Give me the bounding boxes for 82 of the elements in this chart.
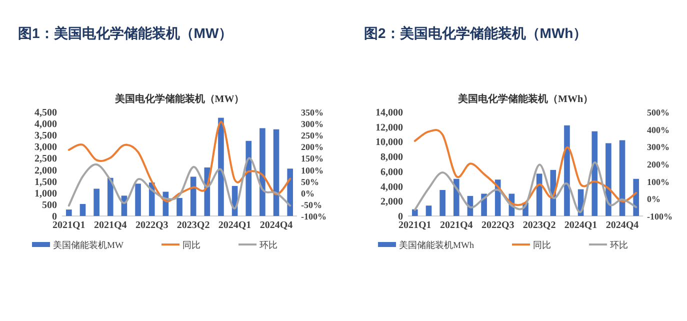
- bar: [273, 129, 280, 216]
- y-tick-label: 6,000: [380, 166, 403, 178]
- y-tick-label: 3,500: [34, 130, 57, 142]
- line-series: [68, 157, 292, 210]
- y2-tick-label: 500%: [647, 108, 670, 118]
- y2-tick-label: 250%: [301, 130, 324, 141]
- y-tick-label: 4,000: [34, 119, 57, 130]
- line-series: [414, 161, 638, 213]
- bar: [135, 184, 141, 216]
- legend-label: 同比: [182, 240, 200, 250]
- y-tick-label: 0: [398, 212, 403, 222]
- x-tick-label: 2024Q4: [606, 220, 639, 231]
- bar: [426, 206, 432, 216]
- y2-tick-label: 300%: [301, 119, 324, 130]
- bar: [218, 118, 224, 216]
- bar: [564, 125, 570, 216]
- y2-tick-label: 100%: [301, 165, 324, 176]
- y2-tick-label: 100%: [647, 176, 670, 187]
- y2-tick-label: 300%: [647, 142, 670, 152]
- bar: [287, 168, 293, 216]
- bar: [176, 198, 182, 216]
- y-tick-label: 1,500: [34, 176, 57, 188]
- bar: [592, 131, 598, 216]
- x-tick-label: 2024Q1: [218, 220, 252, 231]
- y2-tick-label: 400%: [647, 124, 670, 135]
- y2-tick-label: 150%: [301, 154, 324, 164]
- x-tick-label: 2023Q2: [176, 220, 210, 231]
- y-tick-label: 8,000: [380, 152, 403, 164]
- bar: [536, 174, 542, 216]
- y-tick-label: 3,000: [34, 142, 57, 154]
- bar: [107, 178, 114, 216]
- x-tick-label: 2022Q3: [481, 220, 514, 231]
- line-series: [68, 120, 292, 202]
- bar: [440, 190, 446, 216]
- y-tick-label: 1,000: [34, 188, 57, 200]
- y2-tick-label: 50%: [301, 176, 319, 187]
- y-tick-label: 10,000: [376, 137, 403, 148]
- legend-label: 美国储能装机MWh: [399, 240, 474, 250]
- y2-tick-label: -50%: [301, 200, 322, 210]
- y-tick-label: 4,500: [34, 108, 57, 118]
- legend-label: 同比: [533, 240, 551, 250]
- y-tick-label: 0: [52, 212, 57, 222]
- bar: [260, 128, 266, 216]
- x-tick-label: 2021Q1: [52, 220, 86, 231]
- y2-tick-label: 0%: [647, 194, 660, 204]
- y2-tick-label: -100%: [647, 212, 672, 222]
- legend-label: 环比: [610, 240, 628, 250]
- bar: [619, 140, 626, 216]
- y-tick-label: 2,000: [34, 165, 57, 176]
- y2-tick-label: 200%: [301, 142, 324, 152]
- bar: [94, 188, 100, 216]
- y2-tick-label: 200%: [647, 160, 670, 170]
- bar: [246, 140, 252, 216]
- bar: [190, 176, 196, 216]
- legend-label: 美国储能装机MW: [53, 240, 124, 250]
- chart-title: 图1：美国电化学储能装机（MW）: [18, 25, 233, 41]
- bar: [66, 210, 72, 216]
- x-tick-label: 2022Q3: [135, 220, 168, 231]
- chart-subtitle: 美国电化学储能装机（MW）: [114, 93, 244, 105]
- y-tick-label: 500: [42, 200, 57, 211]
- bar: [453, 178, 460, 216]
- x-tick-label: 2021Q4: [440, 220, 473, 231]
- y2-tick-label: 0%: [301, 188, 314, 198]
- x-tick-label: 2024Q1: [564, 220, 598, 231]
- chart-subtitle: 美国电化学储能装机（MWh）: [457, 93, 593, 105]
- y2-tick-label: -100%: [301, 212, 326, 222]
- y2-tick-label: 350%: [301, 108, 324, 118]
- bar: [606, 143, 612, 216]
- bar: [412, 209, 418, 216]
- y-tick-label: 4,000: [380, 182, 403, 193]
- chart-title: 图2：美国电化学储能装机（MWh）: [364, 25, 588, 41]
- x-tick-label: 2021Q1: [398, 220, 432, 231]
- x-tick-label: 2021Q4: [94, 220, 127, 231]
- y-tick-label: 2,500: [34, 154, 57, 165]
- y-tick-label: 14,000: [376, 108, 403, 118]
- x-tick-label: 2024Q4: [260, 220, 293, 231]
- y-tick-label: 12,000: [376, 122, 403, 134]
- legend-label: 环比: [260, 240, 278, 250]
- y-tick-label: 2,000: [380, 196, 403, 208]
- bar: [80, 204, 86, 216]
- bar: [633, 178, 639, 216]
- x-tick-label: 2023Q2: [522, 220, 556, 231]
